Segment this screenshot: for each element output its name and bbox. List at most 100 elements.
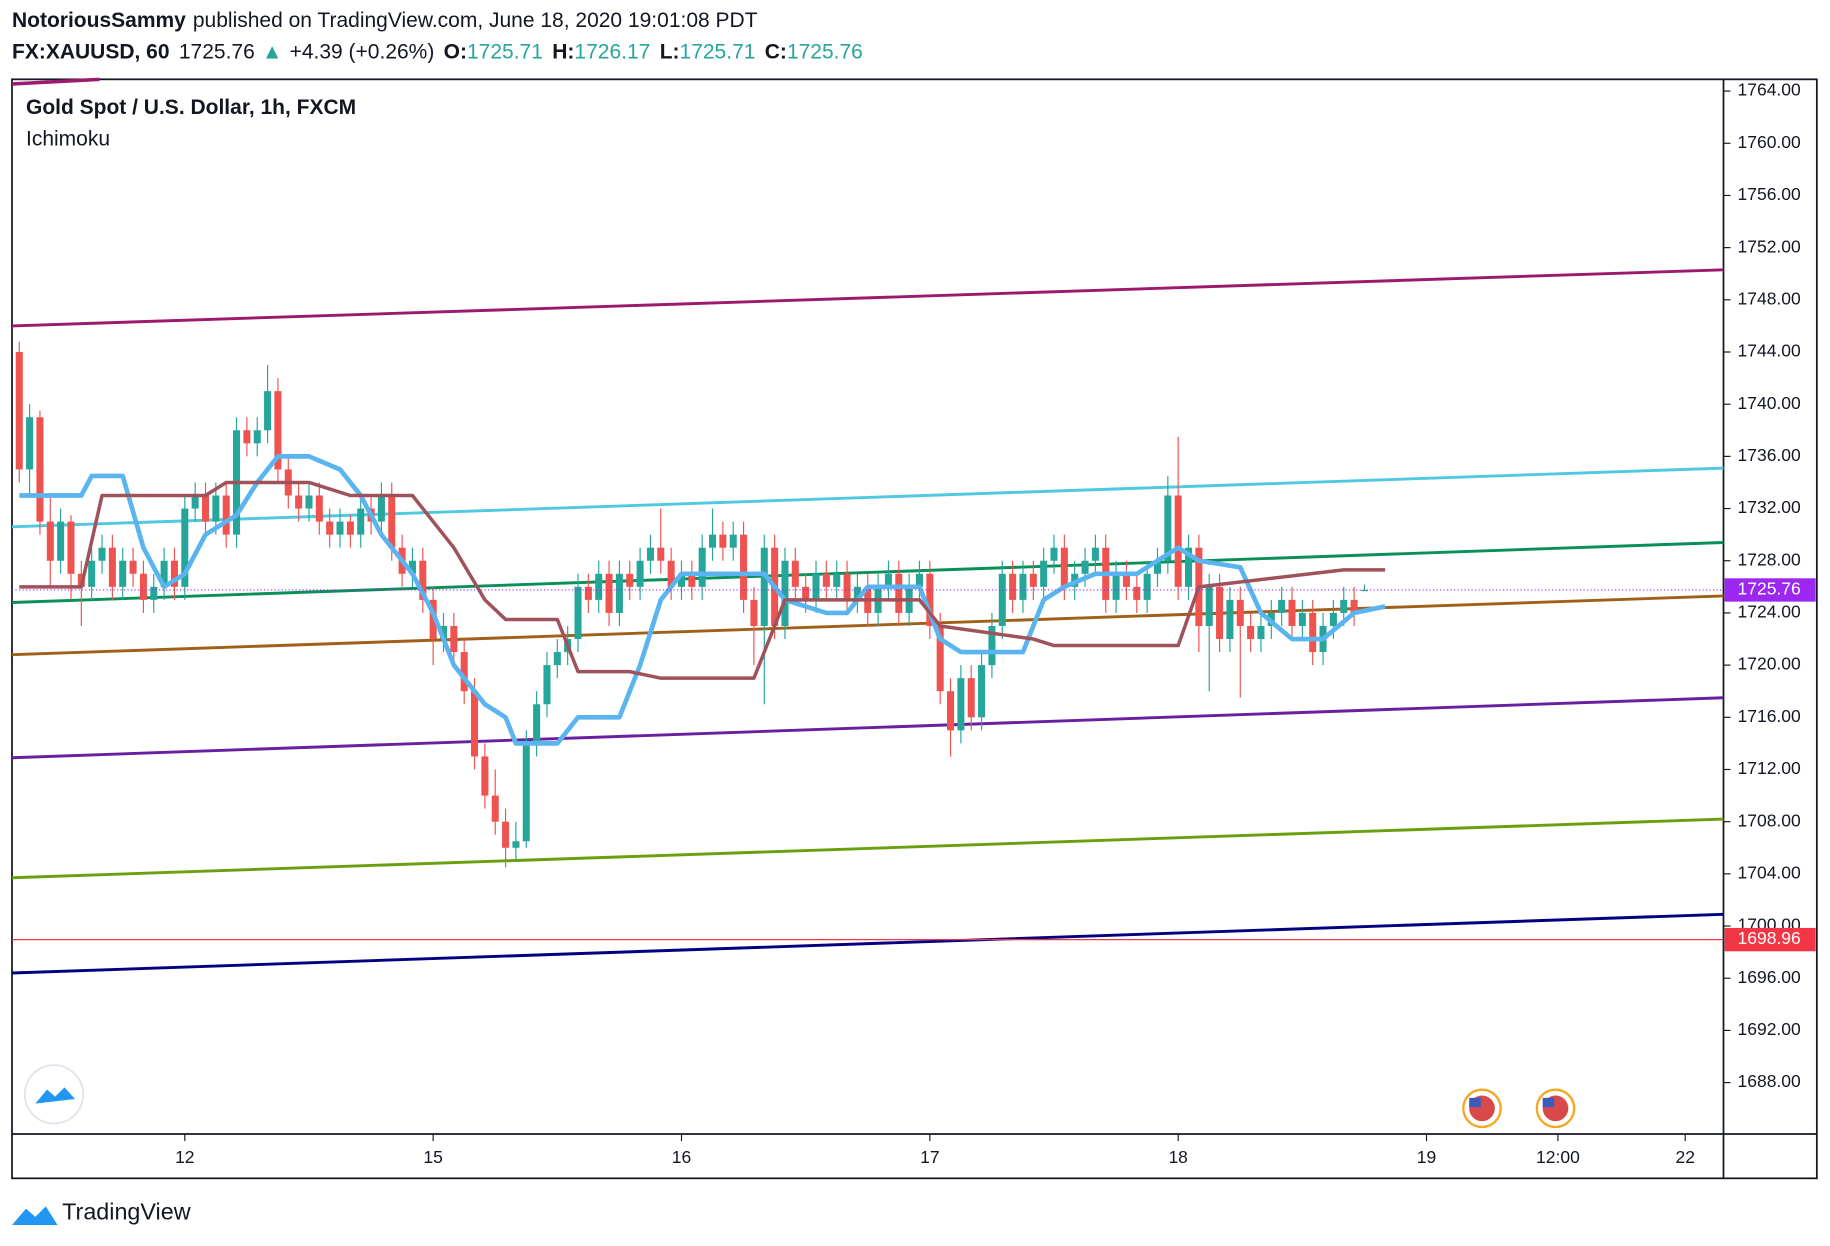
- candle-body: [119, 560, 127, 587]
- y-tick-label: 1692.00: [1738, 1019, 1802, 1039]
- footer-logo: [12, 1206, 58, 1225]
- y-tick-label: 1744.00: [1738, 341, 1802, 361]
- candle-body: [522, 743, 530, 842]
- candle-body: [67, 521, 75, 574]
- candle-body: [781, 560, 789, 626]
- candle-body: [1112, 573, 1120, 600]
- candle-body: [243, 430, 251, 444]
- candle-body: [1329, 612, 1337, 626]
- candle-body: [46, 521, 54, 561]
- candle-body: [853, 586, 861, 600]
- candle-body: [491, 795, 499, 822]
- price-label-box: [1724, 578, 1816, 602]
- candle-body: [326, 521, 334, 535]
- candle-body: [1278, 599, 1286, 613]
- candle-body: [1029, 573, 1037, 587]
- candle-body: [584, 586, 592, 600]
- candle-body: [170, 560, 178, 587]
- candle-body: [543, 665, 551, 705]
- candle-body: [1060, 547, 1068, 587]
- candle-body: [1164, 495, 1172, 561]
- candle-body: [1236, 599, 1244, 626]
- candle-body: [481, 756, 489, 796]
- candle-body: [502, 821, 510, 848]
- indicator-name: Ichimoku: [26, 128, 110, 151]
- candle-body: [833, 573, 841, 587]
- indicator-line: [19, 454, 1386, 746]
- y-tick-label: 1720.00: [1738, 654, 1802, 674]
- candle-body: [1360, 589, 1368, 592]
- candle-body: [967, 678, 975, 718]
- y-tick-label: 1716.00: [1738, 706, 1802, 726]
- x-tick-label: 12: [175, 1147, 194, 1167]
- candle-body: [160, 560, 168, 587]
- candle-body: [843, 573, 851, 600]
- price-label-box: [1724, 927, 1816, 952]
- candle-body: [709, 534, 717, 548]
- candle-body: [408, 560, 416, 574]
- offscreen-line-stub: [11, 77, 100, 86]
- candle-body: [884, 573, 892, 587]
- ohlc-label: L:: [660, 40, 680, 63]
- candle-body: [1340, 599, 1348, 613]
- y-tick-label: 1756.00: [1738, 184, 1802, 204]
- candle-body: [915, 573, 924, 587]
- candle-body: [533, 704, 541, 744]
- candle-body: [605, 573, 613, 613]
- trend-line: [12, 696, 1724, 760]
- candle-body: [1143, 573, 1151, 600]
- x-tick-label: 18: [1168, 1147, 1187, 1167]
- candle-body: [512, 841, 520, 848]
- trend-line: [12, 541, 1724, 604]
- plot-area: [12, 268, 1724, 975]
- candle-body: [574, 586, 582, 640]
- candle-body: [88, 560, 96, 587]
- candle-body: [895, 573, 903, 613]
- candle-body: [636, 560, 644, 587]
- candle-body: [947, 691, 955, 731]
- trend-line: [12, 268, 1724, 328]
- candle-body: [295, 495, 303, 509]
- candle-body: [729, 534, 737, 548]
- candle-body: [15, 352, 23, 470]
- candle-body: [439, 625, 448, 640]
- candle-body: [1205, 586, 1213, 626]
- candle-body: [1216, 586, 1224, 640]
- symbol: FX:XAUUSD, 60: [12, 40, 170, 63]
- candle-body: [677, 573, 686, 587]
- footer-brand: TradingView: [62, 1198, 191, 1224]
- event-flag[interactable]: [1462, 1088, 1502, 1129]
- candle-body: [1298, 612, 1306, 626]
- price-label: 1725.76: [1738, 579, 1801, 599]
- event-flag[interactable]: [1535, 1088, 1576, 1129]
- candle-body: [760, 547, 768, 626]
- candle-body: [1081, 560, 1089, 574]
- logo-button[interactable]: [23, 1064, 85, 1125]
- y-tick-label: 1764.00: [1738, 80, 1802, 100]
- candle-body: [926, 573, 934, 626]
- trend-line: [12, 912, 1724, 975]
- candle-body: [264, 391, 272, 431]
- candle-body: [139, 573, 147, 600]
- candle-body: [471, 691, 479, 757]
- candle-body: [1153, 560, 1162, 574]
- candle-body: [1133, 586, 1141, 600]
- x-tick-label: 12:00: [1536, 1147, 1580, 1167]
- candle-body: [191, 495, 199, 509]
- x-tick-label: 15: [423, 1147, 442, 1167]
- candle-body: [181, 508, 189, 587]
- candle-body: [719, 534, 727, 548]
- y-tick-label: 1760.00: [1738, 132, 1802, 152]
- candle-body: [553, 652, 561, 666]
- candle-body: [646, 547, 654, 561]
- y-tick-label: 1688.00: [1738, 1071, 1802, 1091]
- ohlc-label: C:: [765, 40, 787, 63]
- candle-body: [657, 547, 665, 561]
- symbol-line: FX:XAUUSD, 60 1725.76 ▲ +4.39 (+0.26%) O:172…: [12, 40, 863, 63]
- ohlc-value: 1726.17: [574, 40, 650, 63]
- candle-body: [1122, 573, 1130, 587]
- candle-body: [129, 560, 137, 574]
- candle-body: [1009, 573, 1017, 600]
- published: published on TradingView.com, June 18, 2…: [193, 9, 758, 32]
